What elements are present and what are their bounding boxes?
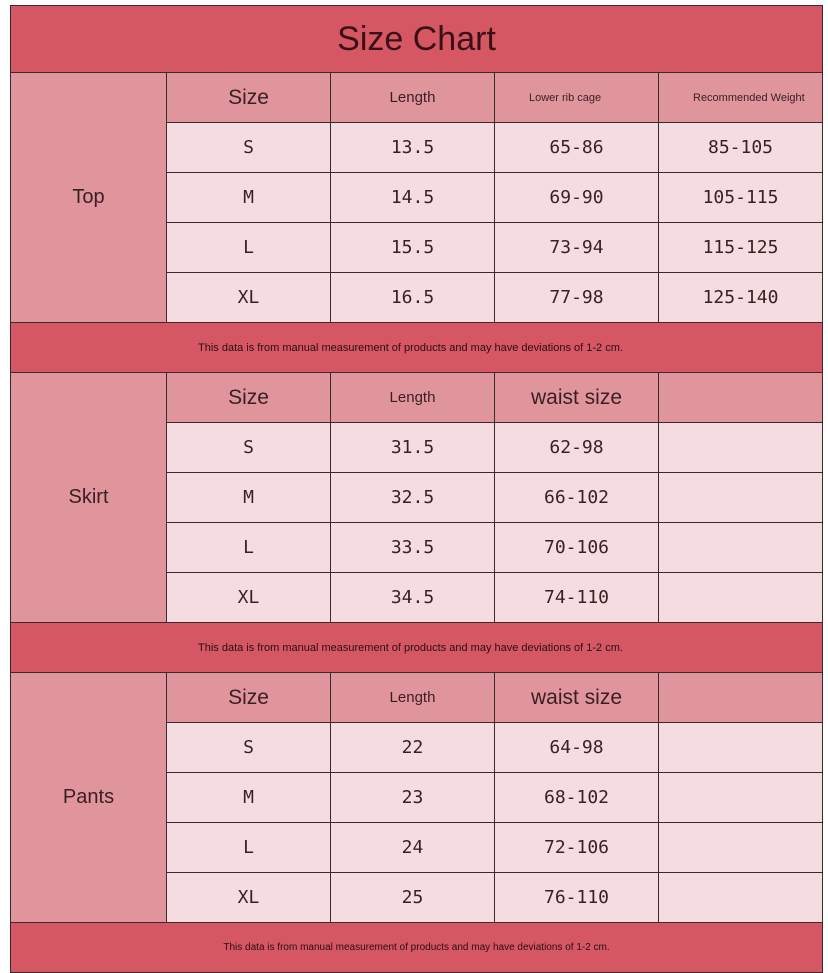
table-cell	[657, 472, 824, 523]
table-cell: 23	[330, 772, 495, 823]
table-cell: 25	[330, 872, 495, 923]
table-cell: L	[166, 222, 331, 273]
column-header: Size	[166, 372, 331, 423]
table-cell: M	[166, 472, 331, 523]
column-header	[657, 372, 824, 423]
column-header: Size	[166, 72, 331, 123]
table-cell: XL	[166, 572, 331, 623]
table-cell: 62-98	[494, 422, 659, 473]
table-cell: S	[166, 122, 331, 173]
table-cell: 72-106	[494, 822, 659, 873]
table-cell: M	[166, 172, 331, 223]
section-label: Skirt	[10, 372, 167, 623]
table-cell: XL	[166, 272, 331, 323]
table-cell: L	[166, 522, 331, 573]
column-header	[657, 672, 824, 723]
table-cell: 76-110	[494, 872, 659, 923]
column-header: Recommended Weight	[657, 72, 824, 123]
table-cell: 22	[330, 722, 495, 773]
table-cell: 14.5	[330, 172, 495, 223]
column-header: waist size	[494, 672, 659, 723]
section-label: Top	[10, 72, 167, 323]
table-cell: 24	[330, 822, 495, 873]
table-cell: 15.5	[330, 222, 495, 273]
table-cell: L	[166, 822, 331, 873]
table-row: M 32.5 66-102	[11, 472, 824, 523]
table-cell	[657, 522, 824, 573]
table-cell: 31.5	[330, 422, 495, 473]
column-header: waist size	[494, 372, 659, 423]
table-row: S 31.5 62-98	[11, 422, 824, 473]
table-cell	[657, 772, 824, 823]
table-row: L 24 72-106	[11, 822, 824, 873]
table-cell	[657, 822, 824, 873]
table-row: XL 25 76-110	[11, 872, 824, 923]
column-header: Length	[330, 372, 495, 423]
table-cell: 13.5	[330, 122, 495, 173]
table-cell: 105-115	[657, 172, 824, 223]
table-row: L 33.5 70-106	[11, 522, 824, 573]
column-header: Size	[166, 672, 331, 723]
table-cell: 64-98	[494, 722, 659, 773]
measurement-note: This data is from manual measurement of …	[9, 922, 824, 973]
size-chart: Size Chart Top Size Length Lower rib cage Re…	[9, 5, 824, 973]
table-row: M 14.5 69-90 105-115	[11, 172, 824, 223]
section-label: Pants	[10, 672, 167, 923]
table-cell: 85-105	[657, 122, 824, 173]
table-cell: S	[166, 422, 331, 473]
table-cell	[657, 872, 824, 923]
table-cell: 69-90	[494, 172, 659, 223]
measurement-note: This data is from manual measurement of …	[9, 322, 824, 373]
table-cell: 74-110	[494, 572, 659, 623]
table-cell: 32.5	[330, 472, 495, 523]
table-cell: M	[166, 772, 331, 823]
table-cell: 115-125	[657, 222, 824, 273]
table-cell: 34.5	[330, 572, 495, 623]
column-header: Lower rib cage	[494, 72, 659, 123]
table-cell: 73-94	[494, 222, 659, 273]
table-row: S 13.5 65-86 85-105	[11, 122, 824, 173]
table-cell: 68-102	[494, 772, 659, 823]
chart-title: Size Chart	[9, 5, 824, 73]
table-cell: 70-106	[494, 522, 659, 573]
table-cell: XL	[166, 872, 331, 923]
table-cell: 77-98	[494, 272, 659, 323]
table-cell	[657, 572, 824, 623]
table-cell	[657, 422, 824, 473]
table-cell: 16.5	[330, 272, 495, 323]
table-row: S 22 64-98	[11, 722, 824, 773]
table-cell: 125-140	[657, 272, 824, 323]
column-header: Length	[330, 72, 495, 123]
table-cell: 33.5	[330, 522, 495, 573]
size-chart-table: Size Chart Top Size Length Lower rib cage Re…	[9, 5, 824, 973]
table-cell: S	[166, 722, 331, 773]
table-cell: 65-86	[494, 122, 659, 173]
table-cell	[657, 722, 824, 773]
table-row: L 15.5 73-94 115-125	[11, 222, 824, 273]
table-row: M 23 68-102	[11, 772, 824, 823]
column-header: Length	[330, 672, 495, 723]
measurement-note: This data is from manual measurement of …	[9, 622, 824, 673]
table-cell: 66-102	[494, 472, 659, 523]
table-row: XL 34.5 74-110	[11, 572, 824, 623]
table-row: XL 16.5 77-98 125-140	[11, 272, 824, 323]
